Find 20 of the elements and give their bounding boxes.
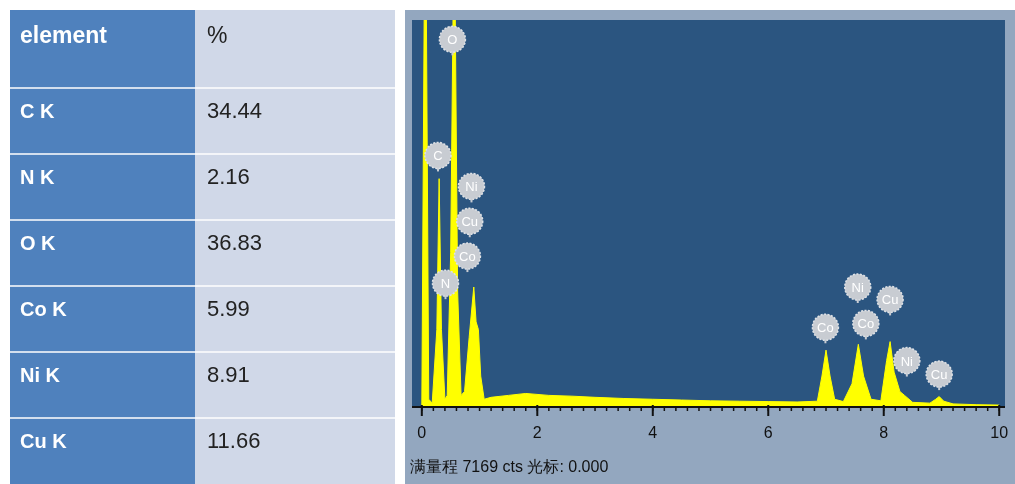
x-tick-label: 0 <box>417 424 427 441</box>
category-label: O K <box>20 232 57 254</box>
x-tick-label: 8 <box>879 424 889 441</box>
x-tick-label: 10 <box>990 424 1009 441</box>
data-label: 36.83 <box>207 230 263 255</box>
category-label: C K <box>20 100 55 122</box>
data-label: 34.44 <box>207 98 263 123</box>
data-label: 5.99 <box>207 296 250 321</box>
x-tick-label: 4 <box>648 424 658 441</box>
header: element % <box>20 22 228 48</box>
category-label: N K <box>20 166 55 188</box>
data-label: 11.66 <box>207 428 261 453</box>
x-tick-label: 2 <box>532 424 542 441</box>
text: 满量程 7169 cts 光标: 0.000 <box>410 458 609 475</box>
data-label: 2.16 <box>207 164 250 189</box>
x-tick-label: 6 <box>763 424 773 441</box>
category-label: Cu K <box>20 430 68 452</box>
data-label: 8.91 <box>207 362 250 387</box>
category-label: Ni K <box>20 364 61 386</box>
category-label: Co K <box>20 298 68 320</box>
